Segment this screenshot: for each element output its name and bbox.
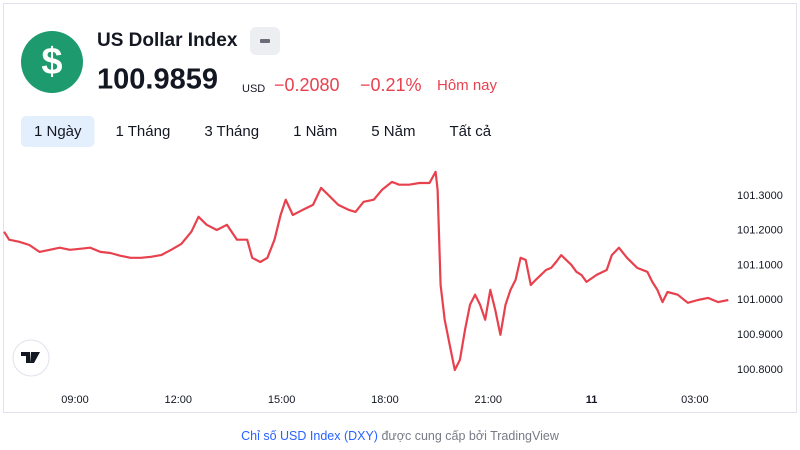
y-tick-label: 100.9000 (737, 329, 783, 341)
x-tick-label: 21:00 (474, 394, 502, 406)
plot: 100.8000 100.9000 101.0000 101.1000 101.2000… (3, 170, 783, 406)
tv-logo-mark (21, 352, 40, 363)
price-line (3, 170, 729, 372)
x-tick-label: 11 (586, 394, 598, 406)
change-percent: −0.21% (360, 75, 422, 95)
badge-icon (260, 39, 270, 43)
tab[interactable]: 1 Tháng (116, 123, 171, 140)
logo-symbol: $ (41, 41, 62, 83)
footer-text: được cung cấp bởi TradingView (381, 429, 559, 443)
currency: USD (242, 83, 265, 95)
period: Hôm nay (437, 77, 498, 94)
tab[interactable]: 5 Năm (371, 123, 415, 140)
x-tick-label: 03:00 (681, 394, 709, 406)
tab[interactable]: 1 Năm (293, 123, 337, 140)
price: 100.9859 (97, 64, 218, 96)
tab[interactable]: 1 Ngày (34, 123, 82, 140)
tab[interactable]: Tất cả (449, 123, 491, 140)
footer: Chỉ số USD Index (DXY) được cung cấp bởi… (241, 429, 560, 443)
y-tick-label: 101.3000 (737, 190, 783, 202)
footer-link[interactable]: Chỉ số USD Index (DXY) (241, 429, 378, 443)
y-tick-label: 101.0000 (737, 294, 783, 306)
tabs: 1 Ngày 1 Tháng 3 Tháng 1 Năm 5 Năm Tất cả (21, 116, 492, 147)
logo (21, 31, 83, 93)
tab-active-bg (21, 116, 95, 147)
widget-frame (3, 3, 797, 413)
x-tick-label: 18:00 (371, 394, 399, 406)
y-tick-label: 101.1000 (737, 259, 783, 271)
y-tick-label: 101.2000 (737, 225, 783, 237)
y-tick-label: 100.8000 (737, 364, 783, 376)
x-tick-label: 09:00 (61, 394, 89, 406)
title: US Dollar Index (97, 30, 238, 51)
x-tick-label: 15:00 (268, 394, 296, 406)
tab[interactable]: 3 Tháng (204, 123, 259, 140)
change: −0.2080 (274, 75, 340, 95)
x-tick-label: 12:00 (165, 394, 193, 406)
